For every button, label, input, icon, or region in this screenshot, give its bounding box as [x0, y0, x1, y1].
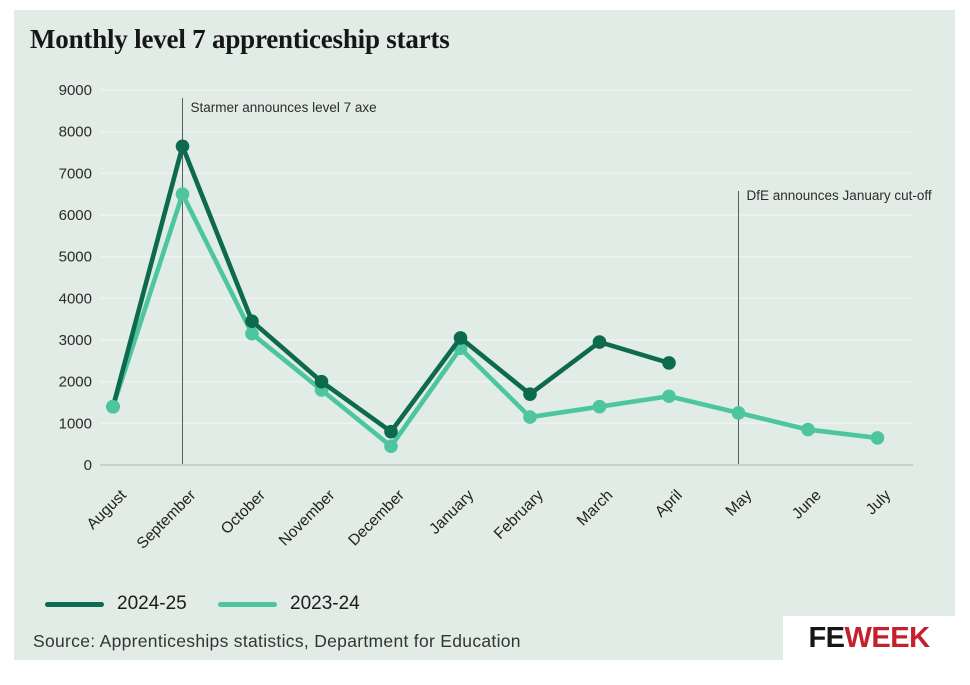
month-label: February	[491, 487, 547, 543]
data-point-2024-25	[245, 314, 259, 329]
month-label: March	[574, 487, 616, 529]
data-point-2024-25	[523, 387, 537, 401]
series-line-2023-24	[110, 191, 880, 449]
data-point-2023-24	[245, 326, 259, 341]
y-tick-label: 4000	[59, 290, 92, 307]
annotation-text: DfE announces January cut-off	[747, 188, 932, 203]
y-tick-label: 5000	[59, 249, 92, 266]
y-tick-label: 8000	[59, 124, 92, 141]
feweek-logo-week: WEEK	[844, 621, 931, 654]
month-label: May	[723, 487, 756, 520]
y-tick-label: 6000	[59, 207, 92, 224]
data-point-2024-25	[453, 331, 468, 345]
legend-label-2023-24: 2023-24	[290, 593, 360, 614]
month-label: August	[84, 486, 131, 533]
month-label: October	[218, 487, 269, 538]
feweek-logo: FE WEEK	[783, 616, 955, 660]
data-point-2023-24	[106, 399, 120, 414]
month-label: November	[276, 487, 339, 550]
chart-card-background	[14, 10, 955, 660]
data-point-2024-25	[662, 356, 676, 370]
y-tick-label: 2000	[59, 374, 92, 391]
data-point-2023-24	[592, 399, 607, 414]
data-point-2023-24	[175, 187, 190, 201]
legend-label-2024-25: 2024-25	[117, 593, 187, 614]
month-label: June	[789, 487, 825, 523]
data-point-2023-24	[662, 389, 676, 404]
data-point-2023-24	[801, 422, 815, 437]
data-point-2023-24	[384, 439, 398, 454]
chart-title: Monthly level 7 apprenticeship starts	[30, 24, 450, 54]
y-tick-label: 7000	[59, 165, 92, 182]
month-label: September	[134, 487, 200, 553]
y-tick-label: 9000	[59, 82, 92, 99]
month-label: July	[863, 487, 895, 519]
annotation-text: Starmer announces level 7 axe	[191, 100, 377, 115]
data-point-2024-25	[384, 424, 398, 439]
month-label: April	[652, 487, 686, 521]
series-line-2024-25	[110, 143, 672, 434]
data-point-2023-24	[523, 410, 537, 424]
month-label: December	[345, 487, 408, 550]
y-tick-label: 0	[84, 457, 92, 474]
legend-swatch-2023-24	[218, 601, 277, 607]
y-tick-label: 3000	[59, 332, 92, 349]
month-label: January	[426, 487, 477, 538]
data-point-2023-24	[731, 406, 746, 420]
legend-item-2024-25: 2024-25	[45, 593, 187, 615]
data-point-2024-25	[592, 335, 607, 349]
legend-swatch-2024-25	[45, 601, 104, 607]
feweek-logo-fe: FE	[808, 621, 845, 654]
y-tick-label: 1000	[59, 415, 92, 432]
data-point-2024-25	[314, 374, 329, 389]
source-caption: Source: Apprenticeships statistics, Depa…	[33, 631, 521, 651]
legend-item-2023-24: 2023-24	[218, 593, 360, 615]
data-point-2023-24	[870, 431, 885, 445]
data-point-2024-25	[175, 139, 190, 154]
